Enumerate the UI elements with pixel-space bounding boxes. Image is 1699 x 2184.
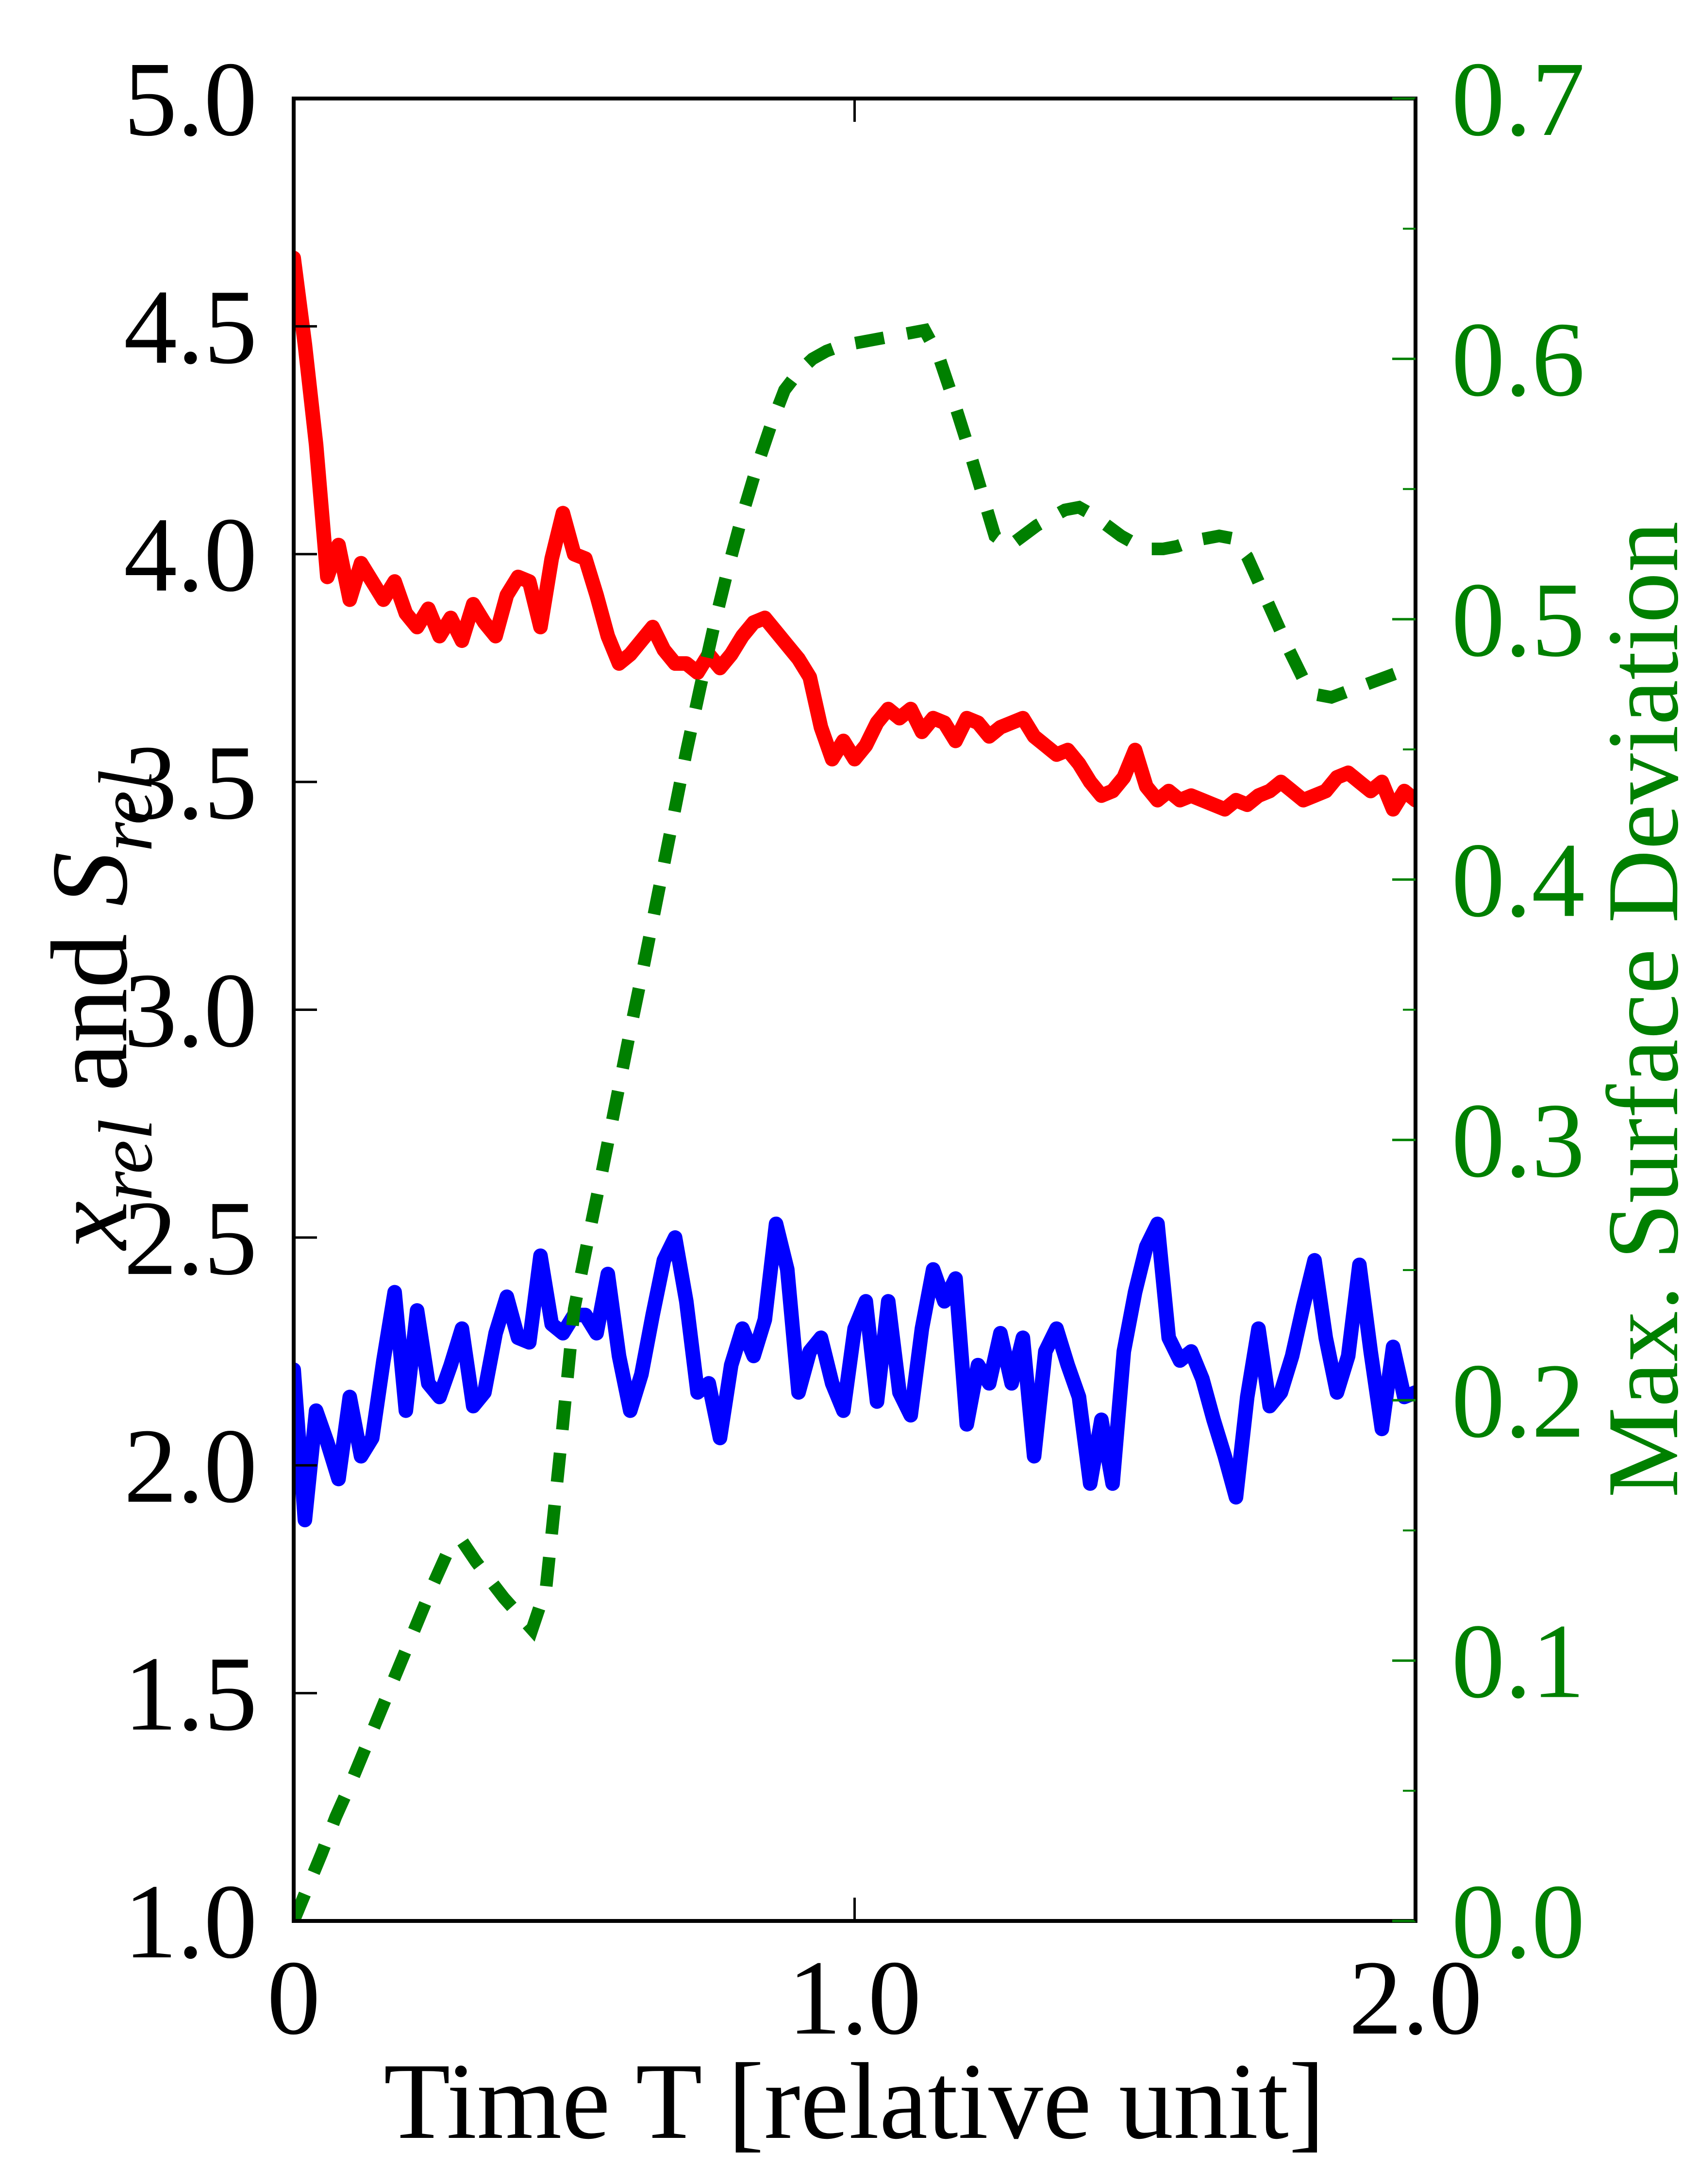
y-right-tick-label: 0.4 [1451, 821, 1585, 939]
y-left-tick-label: 1.5 [124, 1635, 257, 1753]
y-right-tick-label: 0.2 [1451, 1341, 1585, 1460]
y-left-tick-label: 3.0 [124, 951, 257, 1070]
y-right-tick-label: 0.7 [1451, 40, 1585, 158]
y-right-tick-label: 0.6 [1451, 300, 1585, 418]
max-surface-deviation-curve [294, 323, 1416, 1921]
x-tick-label: 0 [267, 1938, 320, 2057]
x-tick-label: 2.0 [1349, 1938, 1482, 2057]
xrel-curve [294, 250, 1416, 817]
y-right-tick-label: 0.3 [1451, 1081, 1585, 1200]
y-left-tick-label: 3.5 [124, 723, 257, 842]
y-left-tick-label: 2.5 [124, 1179, 257, 1297]
y-left-tick-label: 4.5 [124, 267, 257, 386]
srel-curve [294, 1216, 1416, 1527]
y-left-tick-label: 2.0 [124, 1406, 257, 1525]
y-right-tick-label: 0.1 [1451, 1602, 1585, 1721]
y-axis-left-label: xrel and Srel [29, 769, 168, 1251]
axis-ticks [292, 97, 1417, 1922]
y-right-tick-label: 0.0 [1451, 1862, 1585, 1981]
x-tick-label: 1.0 [788, 1938, 921, 2057]
plot-area-border [292, 97, 1417, 1923]
y-left-tick-label: 4.0 [124, 496, 257, 614]
y-axis-right-label: Max. Surface Deviation [1587, 521, 1699, 1498]
axis-tick-labels: 5.0 4.5 4.0 3.5 3.0 2.5 2.0 1.5 1.0 0.7 0.6 0.5 0.4 0… [124, 40, 1585, 2057]
y-left-tick-label: 1.0 [124, 1862, 257, 1981]
y-left-tick-label: 5.0 [124, 40, 257, 158]
x-axis-label: Time T [relative unit] [383, 2040, 1325, 2162]
y-right-tick-label: 0.5 [1451, 561, 1585, 679]
